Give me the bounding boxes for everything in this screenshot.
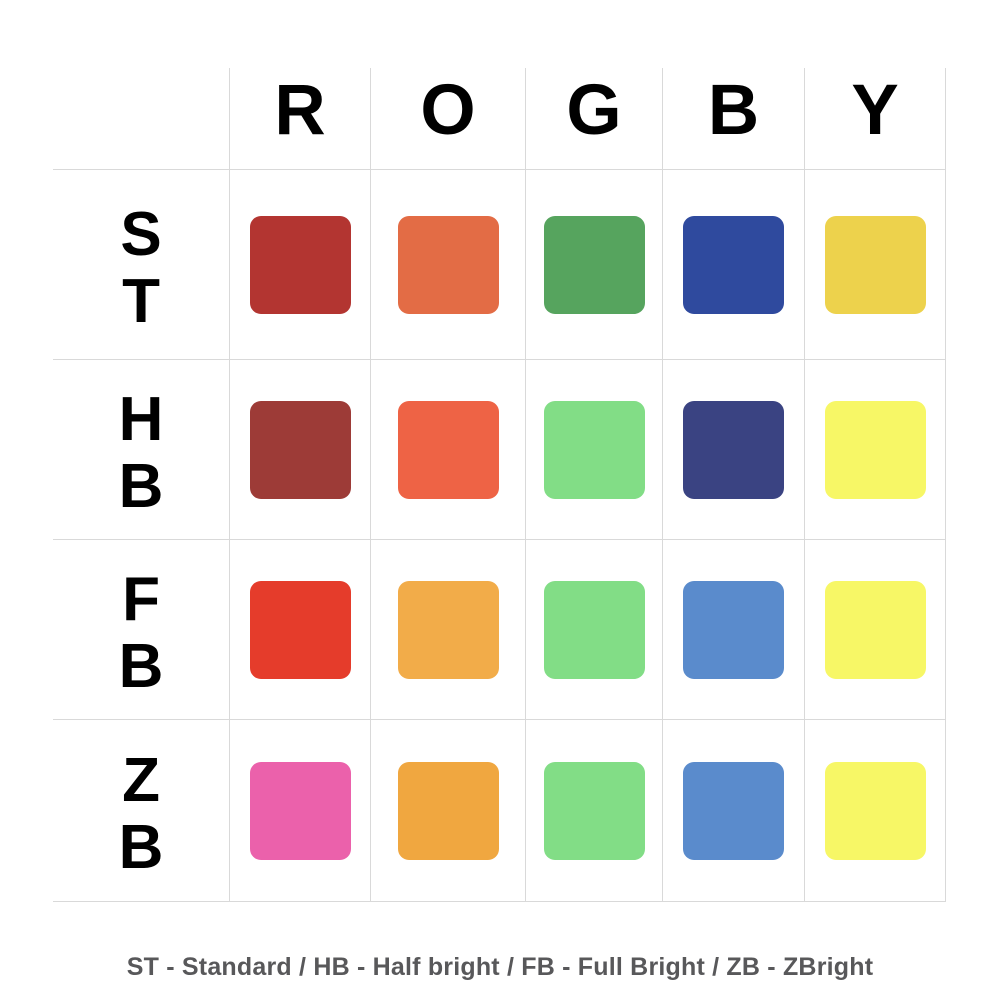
row-header-letter: B (118, 812, 164, 882)
swatch-HB-R (249, 400, 351, 499)
cell-FB-R (230, 540, 371, 720)
swatch-FB-G (543, 580, 645, 679)
cell-HB-B (663, 360, 805, 540)
cell-ZB-G (526, 720, 663, 902)
swatch-FB-B (683, 580, 784, 679)
cell-HB-Y (805, 360, 946, 540)
swatch-FB-R (249, 580, 351, 679)
cell-ST-O (371, 170, 526, 360)
swatch-ZB-G (543, 761, 645, 860)
cell-HB-G (526, 360, 663, 540)
row-header-letter: Z (122, 745, 160, 815)
cell-HB-R (230, 360, 371, 540)
column-header-Y: Y (805, 68, 946, 170)
swatch-HB-Y (824, 400, 926, 499)
swatch-ST-Y (824, 215, 926, 314)
swatch-HB-G (543, 400, 645, 499)
cell-FB-Y (805, 540, 946, 720)
cell-ZB-R (230, 720, 371, 902)
row-header-letter: B (118, 451, 164, 521)
row-header-letter: T (122, 266, 160, 336)
swatch-ZB-B (683, 761, 784, 860)
row-header-letter: S (120, 199, 162, 269)
row-header-letter: F (122, 564, 160, 634)
cell-ST-Y (805, 170, 946, 360)
row-header-letter: B (118, 631, 164, 701)
cell-ZB-O (371, 720, 526, 902)
column-header-B: B (663, 68, 805, 170)
legend-text: ST - Standard / HB - Half bright / FB - … (126, 953, 874, 981)
cell-ZB-Y (805, 720, 946, 902)
cell-FB-G (526, 540, 663, 720)
swatch-ST-R (249, 215, 351, 314)
cell-ST-R (230, 170, 371, 360)
cell-HB-O (371, 360, 526, 540)
swatch-FB-O (397, 580, 499, 679)
swatch-FB-Y (824, 580, 926, 679)
column-header-R: R (230, 68, 371, 170)
cell-FB-B (663, 540, 805, 720)
swatch-HB-B (683, 400, 784, 499)
swatch-ST-G (543, 215, 645, 314)
swatch-HB-O (397, 400, 499, 499)
swatch-ZB-O (397, 761, 499, 860)
cell-ST-B (663, 170, 805, 360)
swatch-ST-B (683, 215, 784, 314)
cell-ST-G (526, 170, 663, 360)
swatch-ST-O (397, 215, 499, 314)
cell-ZB-B (663, 720, 805, 902)
column-header-O: O (371, 68, 526, 170)
swatch-ZB-R (249, 761, 351, 860)
cell-FB-O (371, 540, 526, 720)
corner-cell (53, 68, 230, 170)
swatch-ZB-Y (824, 761, 926, 860)
column-header-G: G (526, 68, 663, 170)
row-header-letter: H (118, 384, 164, 454)
